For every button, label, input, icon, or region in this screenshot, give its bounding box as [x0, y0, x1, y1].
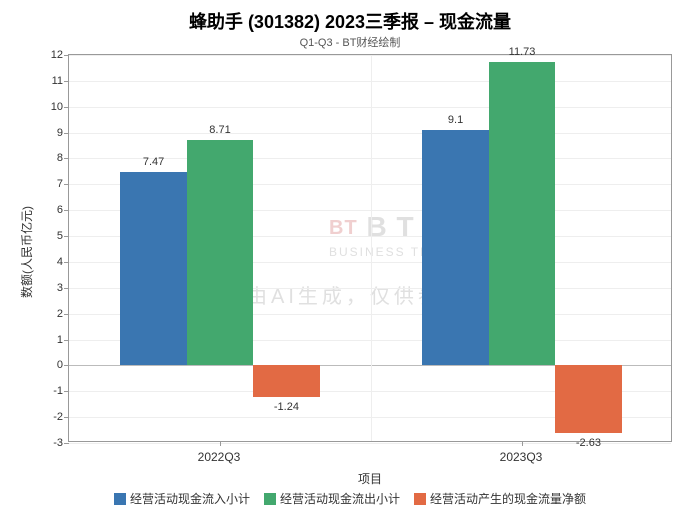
legend-label: 经营活动现金流入小计: [130, 490, 250, 507]
chart-subtitle: Q1-Q3 - BT财经绘制: [0, 34, 700, 50]
bar: [489, 62, 555, 365]
y-tick-label: 5: [57, 230, 69, 242]
grid-line-h: [69, 133, 671, 134]
legend-swatch: [114, 493, 126, 505]
y-tick-label: 2: [57, 308, 69, 320]
x-tick: [522, 441, 523, 446]
bar-value-label: -1.24: [274, 401, 299, 413]
y-tick-label: -3: [53, 437, 69, 449]
legend-label: 经营活动现金流出小计: [280, 490, 400, 507]
chart-container: 蜂助手 (301382) 2023三季报 – 现金流量 Q1-Q3 - BT财经…: [0, 0, 700, 524]
grid-line-h: [69, 55, 671, 56]
y-tick-label: -2: [53, 411, 69, 423]
x-axis-label: 项目: [358, 470, 382, 487]
plot-area: BT B T 财经 BUSINESS TIMES 内容由AI生成，仅供参考 -3…: [68, 54, 672, 442]
y-tick-label: 9: [57, 127, 69, 139]
y-tick-label: 0: [57, 359, 69, 371]
legend-label: 经营活动产生的现金流量净额: [430, 490, 586, 507]
bar-value-label: 9.1: [448, 114, 463, 126]
chart-title: 蜂助手 (301382) 2023三季报 – 现金流量: [0, 0, 700, 34]
legend-swatch: [414, 493, 426, 505]
grid-line-h: [69, 107, 671, 108]
x-tick-label: 2022Q3: [198, 450, 241, 464]
x-tick-label: 2023Q3: [500, 450, 543, 464]
grid-line-v: [371, 55, 372, 441]
y-tick-label: 10: [51, 101, 69, 113]
bar: [187, 140, 253, 365]
bar: [120, 172, 186, 365]
x-tick: [220, 441, 221, 446]
y-tick-label: 6: [57, 204, 69, 216]
y-axis-label: 数额(人民币亿元): [18, 206, 35, 298]
bar: [422, 130, 488, 365]
y-tick-label: 4: [57, 256, 69, 268]
bar-value-label: 8.71: [209, 124, 230, 136]
bar: [253, 365, 319, 397]
y-tick-label: -1: [53, 385, 69, 397]
legend-item: 经营活动现金流出小计: [264, 490, 400, 507]
legend-item: 经营活动产生的现金流量净额: [414, 490, 586, 507]
bar: [555, 365, 621, 433]
y-tick-label: 8: [57, 152, 69, 164]
grid-line-h: [69, 81, 671, 82]
bar-value-label: 11.73: [509, 46, 536, 58]
y-tick-label: 7: [57, 178, 69, 190]
legend: 经营活动现金流入小计 经营活动现金流出小计 经营活动产生的现金流量净额: [0, 490, 700, 507]
legend-item: 经营活动现金流入小计: [114, 490, 250, 507]
bar-value-label: 7.47: [143, 156, 164, 168]
y-tick-label: 3: [57, 282, 69, 294]
bar-value-label: -2.63: [576, 437, 601, 449]
y-tick-label: 11: [52, 75, 69, 87]
y-tick-label: 12: [51, 49, 69, 61]
y-tick-label: 1: [57, 334, 69, 346]
legend-swatch: [264, 493, 276, 505]
